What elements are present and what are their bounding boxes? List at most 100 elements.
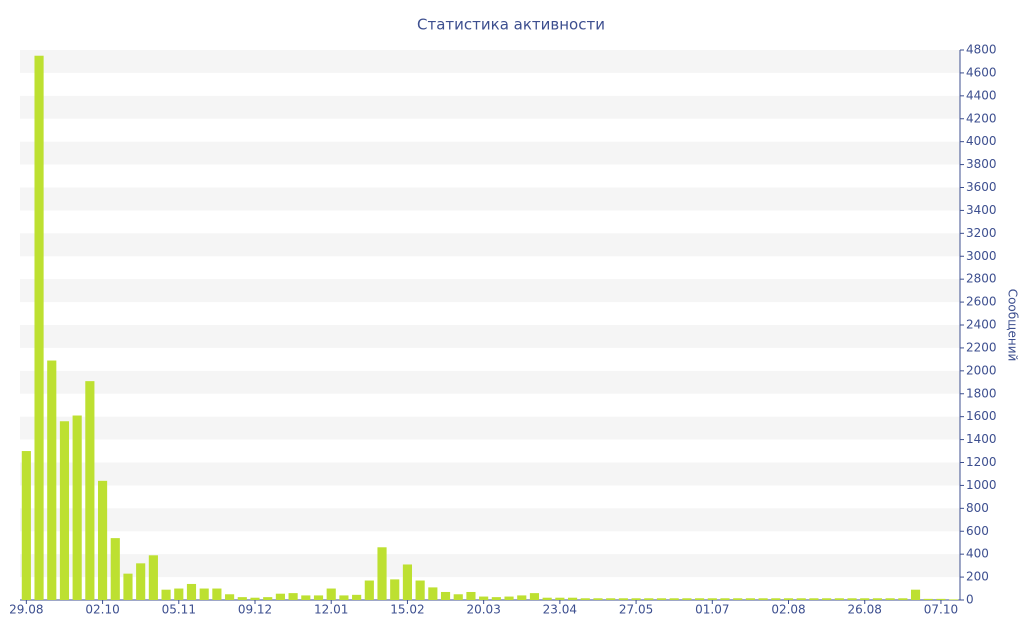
x-tick-label: 15.02	[390, 603, 424, 617]
y-tick-label: 200	[966, 570, 989, 584]
y-tick-label: 2400	[966, 318, 997, 332]
x-tick-label: 23.04	[543, 603, 577, 617]
bar	[110, 538, 120, 600]
bar	[428, 587, 438, 600]
bar	[822, 598, 832, 600]
grid-band	[20, 370, 960, 394]
bar	[631, 598, 641, 600]
bar	[364, 580, 374, 600]
bar	[606, 598, 616, 600]
x-tick-label: 07.10	[924, 603, 958, 617]
bar	[326, 588, 336, 600]
bar	[656, 598, 667, 600]
y-tick-label: 4800	[966, 43, 997, 57]
y-tick-label: 1400	[966, 432, 997, 446]
y-tick-label: 1200	[966, 455, 997, 469]
bar	[949, 599, 959, 600]
bar	[453, 594, 463, 600]
x-tick-label: 29.08	[9, 603, 43, 617]
grid-band	[20, 462, 960, 486]
bar	[440, 591, 451, 600]
bar	[161, 589, 171, 600]
grid-band	[20, 416, 960, 440]
bar	[148, 555, 158, 600]
bar	[542, 597, 552, 600]
x-tick-label: 01.07	[695, 603, 729, 617]
bar	[415, 580, 425, 600]
bar	[771, 598, 781, 600]
bar	[847, 598, 857, 600]
x-tick-label: 02.10	[85, 603, 119, 617]
y-tick-label: 1600	[966, 409, 997, 423]
y-axis-label: Сообщений	[1006, 289, 1020, 362]
y-tick-label: 2600	[966, 295, 997, 309]
bar	[796, 598, 806, 600]
bar	[225, 594, 235, 600]
bar	[199, 588, 209, 600]
y-tick-label: 1000	[966, 478, 997, 492]
bar	[517, 595, 527, 600]
bar	[682, 598, 692, 600]
x-tick-label: 27.05	[619, 603, 653, 617]
bar	[644, 598, 654, 600]
bar	[733, 598, 743, 600]
bar	[275, 593, 285, 600]
bar	[695, 598, 705, 600]
bar	[352, 594, 362, 600]
bar	[339, 595, 349, 600]
x-tick-label: 26.08	[848, 603, 882, 617]
bar	[136, 563, 146, 600]
bar	[479, 596, 489, 600]
bar	[263, 597, 273, 600]
bar	[85, 381, 95, 600]
x-tick-label: 05.11	[162, 603, 196, 617]
bar	[288, 593, 298, 600]
grid-band	[20, 141, 960, 165]
y-tick-label: 2000	[966, 363, 997, 377]
y-tick-label: 4200	[966, 111, 997, 125]
bar	[123, 573, 133, 600]
y-tick-label: 2200	[966, 340, 997, 354]
bar	[466, 591, 476, 600]
bar	[212, 588, 222, 600]
bar	[237, 597, 247, 600]
bar	[313, 595, 324, 600]
bar	[783, 598, 794, 600]
bar	[809, 598, 819, 600]
grid-band	[20, 554, 960, 578]
grid-band	[20, 508, 960, 532]
x-tick-label: 12.01	[314, 603, 348, 617]
y-tick-label: 4000	[966, 134, 997, 148]
y-tick-label: 2800	[966, 272, 997, 286]
bar	[669, 598, 679, 600]
bar	[34, 55, 44, 600]
x-tick-label: 02.08	[771, 603, 805, 617]
grid-band	[20, 233, 960, 257]
bar	[923, 598, 933, 600]
bar	[377, 547, 387, 600]
bar	[21, 451, 31, 600]
bar	[936, 598, 946, 600]
bar	[707, 598, 717, 600]
grid-band	[20, 50, 960, 73]
grid-band	[20, 95, 960, 119]
y-tick-label: 400	[966, 547, 989, 561]
y-tick-label: 4600	[966, 65, 997, 79]
bar	[567, 597, 578, 600]
bar	[885, 598, 895, 600]
y-tick-label: 3400	[966, 203, 997, 217]
y-tick-label: 1800	[966, 386, 997, 400]
bar	[250, 597, 260, 600]
bar	[860, 598, 870, 600]
y-tick-label: 0	[966, 593, 974, 607]
bar	[504, 596, 514, 600]
bar	[186, 583, 197, 600]
bar	[872, 598, 883, 600]
bar	[555, 597, 565, 600]
bar	[758, 598, 768, 600]
bar	[402, 564, 413, 600]
bar	[47, 360, 57, 600]
bar	[390, 579, 400, 600]
